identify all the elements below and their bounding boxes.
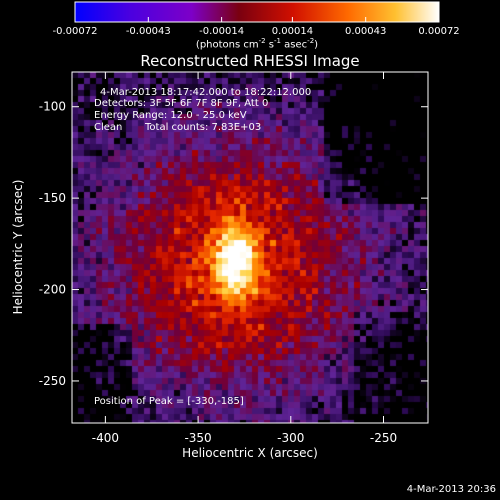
x-tick-label: -350	[184, 431, 211, 445]
y-tick-label: -200	[39, 283, 66, 297]
y-tick-label: -100	[39, 100, 66, 114]
colorbar-tick-label: -0.00014	[199, 26, 244, 37]
chart-title: Reconstructed RHESSI Image	[140, 52, 360, 70]
y-tick-label: -250	[39, 374, 66, 388]
colorbar-unit-label: (photons cm-2 s-1 asec-2)	[195, 37, 319, 51]
footer-timestamp: 4-Mar-2013 20:36	[406, 484, 496, 495]
annotation-peak-position: Position of Peak = [-330,-185]	[94, 396, 244, 407]
colorbar-tick-label: 0.00043	[345, 26, 386, 37]
annotation-time-range: 4-Mar-2013 18:17:42.000 to 18:22:12.000	[100, 87, 312, 98]
x-tick-label: -250	[370, 431, 397, 445]
colorbar-tick-label: -0.00072	[53, 26, 98, 37]
x-axis-label: Heliocentric X (arcsec)	[182, 446, 318, 460]
colorbar-tick-label: 0.00014	[272, 26, 313, 37]
plot-frame	[71, 71, 429, 424]
y-axis-label: Heliocentric Y (arcsec)	[11, 179, 25, 315]
annotation-detectors: Detectors: 3F 5F 6F 7F 8F 9F, Att 0	[94, 98, 269, 109]
annotation-total-counts: Total counts: 7.83E+03	[145, 122, 262, 133]
colorbar: -0.00072 -0.00043 -0.00014 0.00014 0.00043 0.…	[53, 1, 460, 37]
colorbar-gradient	[74, 1, 440, 23]
annotation-energy: Energy Range: 12.0 - 25.0 keV	[94, 110, 247, 121]
x-tick-label: -300	[277, 431, 304, 445]
y-tick-label: -150	[39, 191, 66, 205]
colorbar-tick-label: -0.00043	[126, 26, 171, 37]
x-tick-label: -400	[92, 431, 119, 445]
annotation-method: Clean	[94, 122, 123, 133]
colorbar-tick-label: 0.00072	[418, 26, 459, 37]
heatmap-image	[72, 72, 428, 423]
